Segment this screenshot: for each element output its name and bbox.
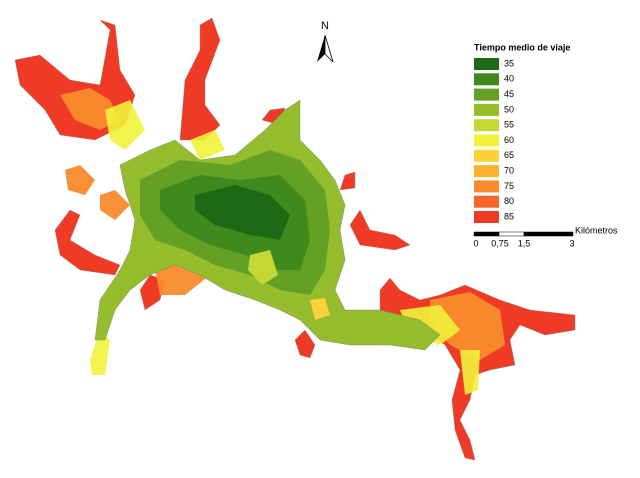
scale-bar: Kilómetros 0 0,75 1,5 3: [473, 225, 618, 248]
north-label: N: [321, 20, 329, 32]
legend-title: Tiempo medio de viaje: [474, 42, 570, 52]
legend-label: 60: [504, 135, 514, 145]
legend-swatch: [474, 88, 499, 101]
legend-swatch: [474, 73, 499, 86]
scale-unit: Kilómetros: [575, 225, 618, 235]
legend-swatch: [474, 58, 499, 70]
legend-swatch: [474, 134, 499, 147]
legend-swatch: [474, 195, 499, 208]
legend-label: 45: [504, 89, 514, 99]
legend-swatch: [474, 119, 499, 132]
scale-label: 0,75: [491, 238, 509, 248]
legend-swatch: [474, 103, 499, 116]
legend: 35 40 45 50 55 60 65 70 75 80 85: [474, 58, 514, 223]
legend-label: 75: [504, 181, 514, 191]
reservoir-map: [14, 17, 576, 461]
legend-swatch: [474, 211, 499, 223]
legend-swatch: [474, 165, 499, 178]
scale-segment: [473, 231, 500, 237]
legend-label: 65: [504, 150, 514, 160]
legend-label: 55: [504, 120, 514, 130]
legend-label: 40: [504, 74, 514, 84]
scale-label: 3: [569, 238, 574, 248]
north-arrow: N: [317, 20, 334, 63]
scale-label: 0: [473, 238, 478, 248]
legend-label: 70: [504, 165, 514, 175]
legend-swatch: [474, 180, 499, 193]
scale-segment: [498, 231, 525, 237]
scale-label: 1,5: [518, 238, 531, 248]
legend-label: 80: [504, 196, 514, 206]
legend-swatch: [474, 149, 499, 162]
legend-label: 85: [504, 211, 514, 221]
legend-label: 35: [504, 58, 514, 68]
legend-label: 50: [504, 104, 514, 114]
scale-segment: [523, 231, 574, 237]
